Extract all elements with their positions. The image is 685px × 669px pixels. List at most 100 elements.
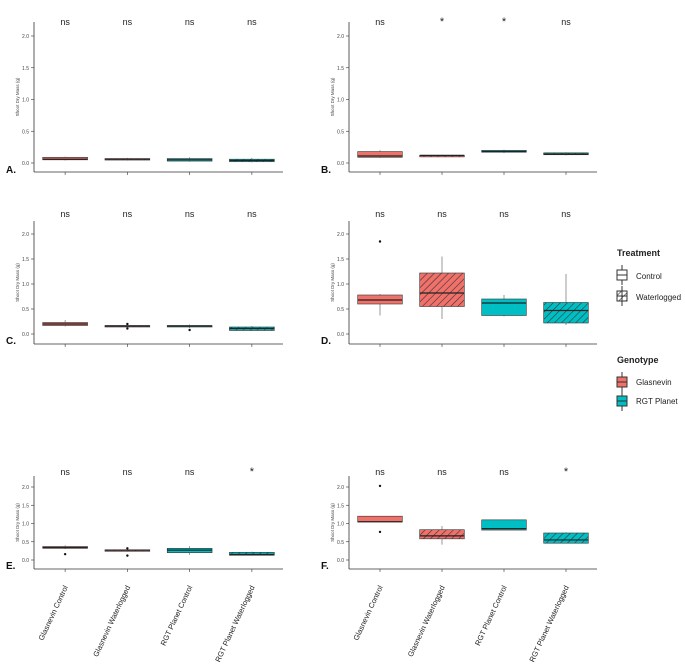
- box-rgt-planet-control: [481, 519, 527, 531]
- significance-label: ns: [437, 467, 447, 477]
- significance-label: ns: [60, 17, 70, 27]
- legend-item-waterlogged: Waterlogged: [616, 286, 681, 306]
- y-tick-label: 1.0: [337, 282, 344, 288]
- y-tick-label: 1.5: [337, 503, 344, 509]
- outlier-point: [63, 552, 67, 556]
- panel-label: A.: [6, 165, 16, 176]
- y-tick-label: 1.5: [337, 257, 344, 263]
- significance-label: ns: [499, 467, 509, 477]
- x-tick-label: RGT Planet Control: [159, 584, 195, 647]
- box-body: [481, 298, 527, 316]
- significance-label: *: [502, 16, 507, 28]
- box-glasnevin-control: [357, 240, 403, 316]
- y-tick-label: 2.0: [22, 232, 29, 238]
- significance-label: ns: [375, 467, 385, 477]
- legend-item-glasnevin: Glasnevin: [616, 372, 672, 392]
- significance-label: *: [250, 466, 255, 478]
- significance-label: ns: [561, 209, 571, 219]
- significance-label: ns: [123, 17, 133, 27]
- y-axis-label: Shoot Dry Mass (g): [330, 77, 335, 116]
- box-rgt-planet-waterlogged: [229, 551, 275, 556]
- outlier-point: [126, 554, 129, 557]
- significance-label: *: [564, 466, 569, 478]
- box-body: [42, 156, 88, 161]
- box-glasnevin-waterlogged: [104, 322, 151, 330]
- y-tick-label: 0.0: [337, 161, 344, 167]
- y-tick-label: 0.5: [337, 307, 344, 313]
- y-tick-label: 1.0: [337, 522, 344, 528]
- legend: Treatment Control Waterlogged Genotype G…: [616, 248, 681, 411]
- panel-label: C.: [6, 336, 16, 347]
- y-tick-label: 0.0: [337, 332, 344, 338]
- box-glasnevin-control: [357, 484, 403, 534]
- box-hatch: [229, 552, 275, 556]
- box-glasnevin-waterlogged: [419, 256, 465, 319]
- panel-f: 0.0 0.5 1.0 1.5 2.0 Shoot Dry Mass (g) F. ns ns n…: [321, 466, 597, 572]
- legend-waterlogged-label: Waterlogged: [636, 293, 681, 302]
- panel-label: F.: [321, 561, 329, 572]
- panels: 0.0 0.5 1.0 1.5 2.0 Shoot Dry Mass (g) A. ns ns n…: [6, 16, 597, 572]
- box-rgt-planet-control: [166, 157, 213, 162]
- y-tick-label: 2.0: [337, 232, 344, 238]
- box-glasnevin-control: [42, 545, 88, 556]
- y-tick-label: 0.0: [22, 161, 29, 167]
- significance-label: ns: [375, 209, 385, 219]
- panel-label: D.: [321, 336, 331, 347]
- box-glasnevin-waterlogged: [419, 526, 465, 545]
- y-tick-label: 0.5: [22, 540, 29, 546]
- y-tick-label: 0.5: [337, 540, 344, 546]
- outlier-point: [378, 530, 382, 534]
- panel-c: 0.0 0.5 1.0 1.5 2.0 Shoot Dry Mass (g) C. ns ns n…: [6, 209, 283, 347]
- y-tick-label: 1.5: [337, 66, 344, 72]
- x-tick-label: Glasnevin Control: [351, 584, 384, 642]
- x-tick-label: Glasnevin Waterlogged: [406, 584, 447, 658]
- significance-label: ns: [185, 467, 195, 477]
- y-tick-label: 0.0: [337, 558, 344, 564]
- x-axis-tick-labels: Glasnevin Control Glasnevin Waterlogged RG…: [37, 584, 571, 664]
- significance-label: ns: [60, 209, 70, 219]
- box-rgt-planet-waterlogged: [229, 157, 275, 163]
- box-glasnevin-waterlogged: [104, 547, 151, 557]
- legend-item-rgt-planet: RGT Planet: [616, 391, 678, 411]
- significance-label: *: [440, 16, 445, 28]
- y-tick-label: 1.5: [22, 257, 29, 263]
- outlier-point: [126, 547, 129, 550]
- significance-label: ns: [185, 209, 195, 219]
- y-tick-label: 2.0: [22, 34, 29, 40]
- outlier-point: [378, 484, 382, 488]
- box-rgt-planet-waterlogged: [543, 532, 589, 544]
- y-axis-label: Shoot Dry Mass (g): [15, 263, 20, 302]
- outlier-point: [378, 240, 382, 243]
- y-tick-label: 0.5: [337, 129, 344, 135]
- y-tick-label: 2.0: [337, 34, 344, 40]
- y-tick-label: 0.5: [22, 129, 29, 135]
- y-axis-label: Shoot Dry Mass (g): [330, 263, 335, 302]
- y-tick-label: 2.0: [337, 485, 344, 491]
- box-glasnevin-waterlogged: [419, 154, 465, 158]
- significance-label: ns: [123, 209, 133, 219]
- legend-genotype-title: Genotype: [617, 355, 659, 365]
- legend-glasnevin-label: Glasnevin: [636, 378, 672, 387]
- y-axis-label: Shoot Dry Mass (g): [15, 503, 20, 542]
- legend-treatment-title: Treatment: [617, 248, 660, 258]
- panel-d: 0.0 0.5 1.0 1.5 2.0 Shoot Dry Mass (g) D. ns ns n…: [321, 209, 597, 347]
- panel-b: 0.0 0.5 1.0 1.5 2.0 Shoot Dry Mass (g) B. ns * * n…: [321, 16, 597, 176]
- significance-label: ns: [247, 209, 257, 219]
- y-tick-label: 2.0: [22, 485, 29, 491]
- y-tick-label: 1.0: [22, 98, 29, 104]
- y-tick-label: 0.0: [22, 332, 29, 338]
- significance-label: ns: [60, 467, 70, 477]
- y-tick-label: 1.5: [22, 66, 29, 72]
- y-tick-label: 1.5: [22, 503, 29, 509]
- box-body: [481, 519, 527, 531]
- box-rgt-planet-waterlogged: [229, 326, 275, 331]
- y-axis-label: Shoot Dry Mass (g): [15, 77, 20, 116]
- x-tick-label: RGT Planet Waterlogged: [213, 584, 256, 663]
- significance-label: ns: [185, 17, 195, 27]
- legend-control-label: Control: [636, 272, 662, 281]
- box-hatch: [419, 273, 465, 307]
- x-tick-label: Glasnevin Waterlogged: [91, 584, 132, 658]
- box-glasnevin-waterlogged: [104, 157, 151, 161]
- box-body: [357, 151, 403, 158]
- outlier-point: [126, 322, 129, 326]
